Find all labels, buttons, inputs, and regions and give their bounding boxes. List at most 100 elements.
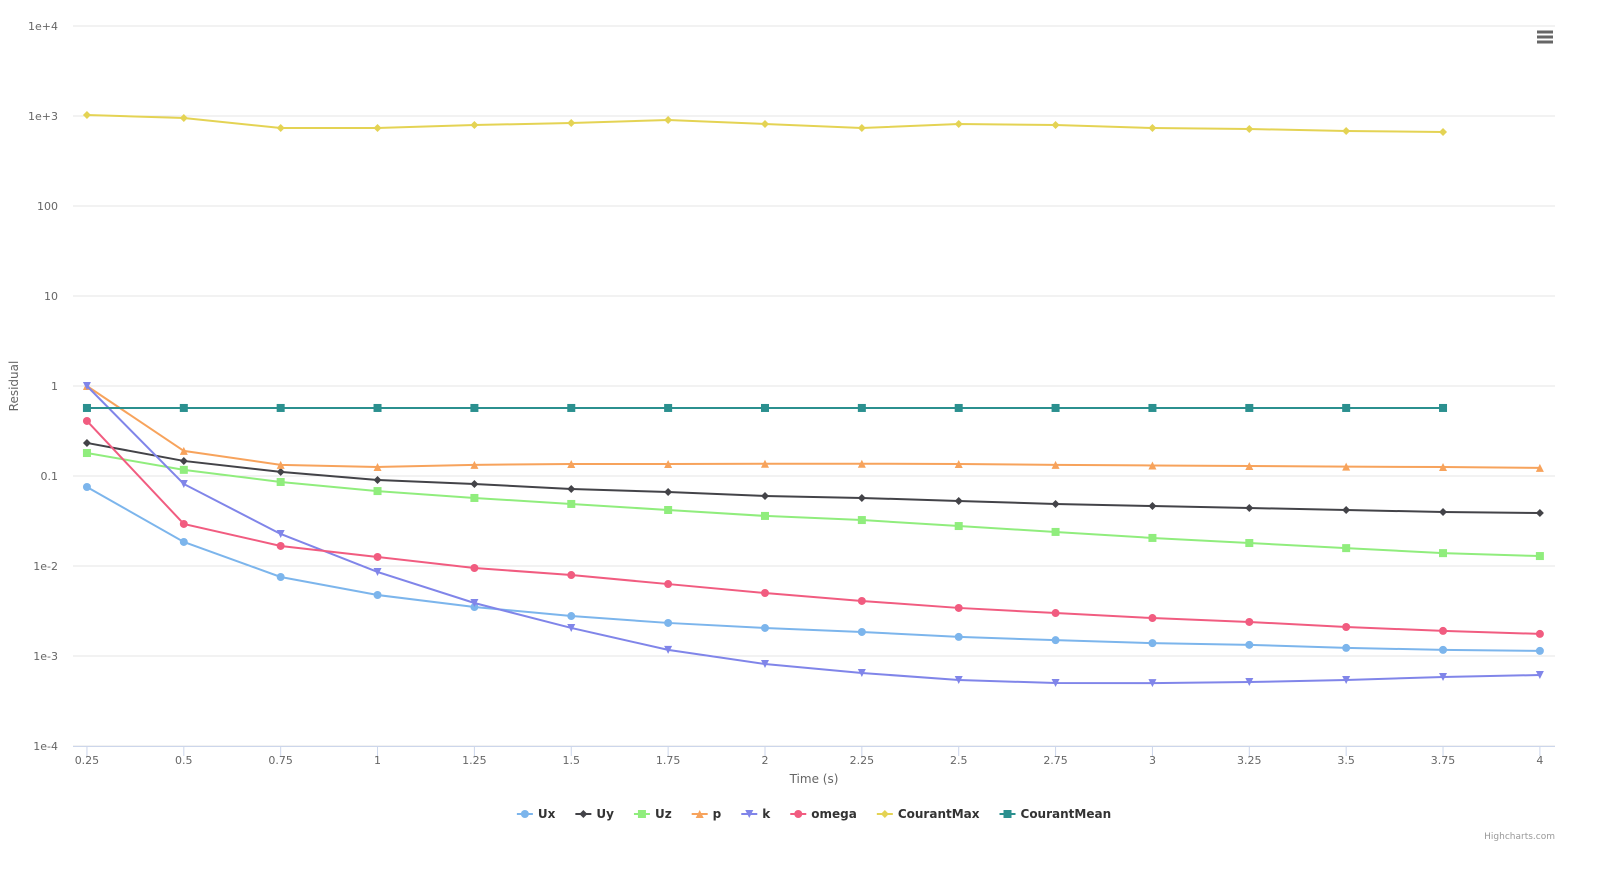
legend-label: p	[713, 807, 722, 821]
marker	[1342, 676, 1351, 685]
marker	[1148, 461, 1157, 470]
marker	[1535, 552, 1544, 561]
marker	[1439, 128, 1448, 137]
x-tick-label: 1.75	[656, 754, 681, 767]
marker	[857, 493, 866, 502]
marker	[1051, 499, 1060, 508]
x-tick-label: 0.75	[268, 754, 293, 767]
y-tick-label: 1e-3	[33, 650, 58, 663]
marker	[276, 477, 285, 486]
marker	[579, 810, 588, 818]
legend: Ux Uy Uz p k omega CourantMax CourantMean	[516, 807, 1112, 821]
legend-item[interactable]: CourantMean	[999, 807, 1112, 821]
marker	[567, 459, 576, 468]
marker	[1342, 643, 1351, 652]
marker	[82, 382, 91, 390]
legend-item[interactable]: omega	[790, 807, 857, 821]
marker	[760, 623, 769, 632]
x-tick-label: 4	[1536, 754, 1543, 767]
marker	[1439, 508, 1448, 517]
marker	[1535, 671, 1544, 680]
marker	[954, 603, 963, 612]
legend-item[interactable]: p	[691, 807, 722, 821]
marker	[567, 119, 576, 128]
marker	[82, 449, 91, 458]
marker	[1148, 679, 1157, 688]
series-line	[86, 385, 1540, 469]
legend-label: omega	[811, 807, 857, 821]
y-tick-label: 0.1	[41, 470, 59, 483]
marker	[1148, 123, 1157, 132]
marker	[276, 460, 285, 469]
marker	[664, 506, 673, 515]
marker	[1148, 403, 1157, 412]
marker	[857, 123, 866, 132]
marker	[470, 479, 479, 488]
marker	[276, 529, 285, 538]
x-tick-label: 3	[1149, 754, 1156, 767]
marker	[857, 627, 866, 636]
marker	[470, 564, 479, 573]
credits[interactable]: Highcharts.com	[1484, 832, 1555, 842]
legend-label: Ux	[538, 807, 556, 821]
marker	[1439, 626, 1448, 635]
legend-item[interactable]: k	[741, 807, 771, 821]
marker	[760, 119, 769, 128]
marker	[1245, 539, 1254, 548]
marker	[1342, 623, 1351, 632]
marker	[82, 403, 91, 412]
menu-button[interactable]	[1530, 24, 1558, 50]
x-tick-label: 1.25	[462, 754, 487, 767]
marker	[1342, 506, 1351, 515]
marker	[1148, 614, 1157, 623]
legend-item[interactable]: CourantMax	[876, 807, 980, 821]
marker	[1245, 617, 1254, 626]
y-axis-title: Residual	[7, 361, 21, 412]
marker	[373, 403, 382, 412]
y-tick-label: 1e-2	[33, 560, 58, 573]
legend-label: Uz	[655, 807, 672, 821]
marker	[373, 567, 382, 576]
marker	[567, 571, 576, 580]
marker	[794, 810, 803, 818]
marker	[179, 479, 188, 488]
legend-label: Uy	[596, 807, 614, 821]
marker	[664, 487, 673, 496]
marker	[857, 403, 866, 412]
marker	[373, 552, 382, 561]
legend-item[interactable]: Uy	[575, 807, 614, 821]
marker	[179, 446, 188, 455]
marker	[567, 623, 576, 632]
legend-label: CourantMax	[898, 807, 980, 821]
y-tick-label: 1e+3	[28, 110, 58, 123]
marker	[1051, 527, 1060, 536]
x-tick-label: 2.25	[850, 754, 875, 767]
marker	[1439, 672, 1448, 681]
marker	[1051, 403, 1060, 412]
marker	[745, 810, 754, 818]
series-line	[86, 420, 1540, 635]
legend-item[interactable]: Uz	[633, 807, 672, 821]
marker	[373, 123, 382, 132]
marker	[664, 580, 673, 589]
legend-item[interactable]: Ux	[516, 807, 556, 821]
marker	[520, 810, 529, 818]
marker	[954, 403, 963, 412]
marker	[760, 659, 769, 668]
marker	[276, 572, 285, 581]
x-axis-title: Time (s)	[789, 772, 839, 786]
marker	[664, 618, 673, 627]
marker	[179, 456, 188, 465]
marker	[760, 511, 769, 520]
series-line	[86, 452, 1540, 558]
marker	[1535, 646, 1544, 655]
marker	[567, 485, 576, 494]
marker	[1439, 645, 1448, 654]
marker	[1245, 678, 1254, 687]
x-tick-label: 1	[374, 754, 381, 767]
marker	[760, 589, 769, 598]
marker	[179, 519, 188, 528]
marker	[373, 462, 382, 471]
marker	[1535, 629, 1544, 638]
